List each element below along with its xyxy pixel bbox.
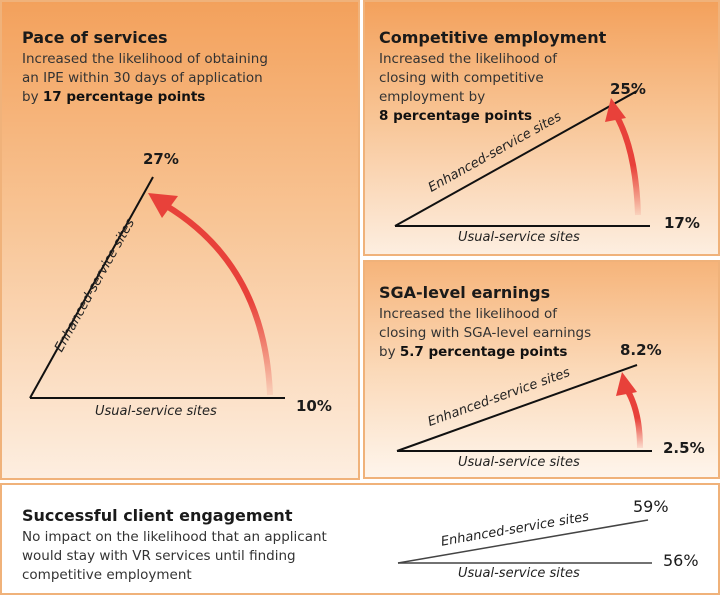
engagement-desc-line: would stay with VR services until findin… <box>22 548 296 564</box>
sga-title: SGA-level earnings <box>379 283 551 302</box>
arrow-icon <box>623 386 643 449</box>
pace-desc-pre: by <box>22 89 43 105</box>
panel-client-engagement <box>0 483 720 595</box>
sga-desc-pre: by <box>379 344 400 360</box>
pace-desc-bold: 17 percentage points <box>42 89 206 105</box>
employment-enhanced-value: 25% <box>610 80 646 98</box>
panel-competitive-employment <box>363 0 720 256</box>
arrow-icon <box>163 202 273 396</box>
enhanced-line-employment <box>394 90 638 227</box>
engagement-usual-label: Usual-service sites <box>458 566 580 581</box>
arrowhead-icon <box>148 193 178 218</box>
enhanced-line-pace <box>29 176 154 399</box>
sga-desc-line: closing with SGA-level earnings <box>379 325 592 341</box>
engagement-desc-line: No impact on the likelihood that an appl… <box>22 529 327 545</box>
pace-desc-line: by 17 percentage points <box>22 88 268 107</box>
employment-title: Competitive employment <box>379 28 607 47</box>
sga-usual-value: 2.5% <box>663 439 705 457</box>
pace-desc-line: Increased the likelihood of obtaining <box>22 51 268 67</box>
employment-desc-line: Increased the likelihood of <box>379 51 558 67</box>
arrow-icon <box>613 113 641 216</box>
arrowhead-icon <box>605 98 626 122</box>
engagement-title: Successful client engagement <box>22 506 293 525</box>
sga-usual-label: Usual-service sites <box>458 455 580 470</box>
pace-enhanced-value: 27% <box>143 150 179 168</box>
sga-description: Increased the likelihood of closing with… <box>379 305 591 362</box>
sga-desc-line: Increased the likelihood of <box>379 306 558 322</box>
engagement-description: No impact on the likelihood that an appl… <box>22 528 327 585</box>
pace-usual-label: Usual-service sites <box>95 404 217 419</box>
pace-desc-line: an IPE within 30 days of application <box>22 70 263 86</box>
pace-title: Pace of services <box>22 28 168 47</box>
enhanced-line-engagement <box>397 519 649 564</box>
arrowhead-icon <box>616 372 637 396</box>
pace-usual-value: 10% <box>296 397 332 415</box>
employment-desc-line: employment by <box>379 89 486 105</box>
enhanced-line-sga <box>396 364 638 452</box>
engagement-enhanced-value: 59% <box>633 497 669 516</box>
panel-pace-of-services <box>0 0 360 480</box>
engagement-usual-value: 56% <box>663 551 699 570</box>
pace-description: Increased the likelihood of obtaining an… <box>22 50 268 107</box>
employment-usual-label: Usual-service sites <box>458 230 580 245</box>
sga-enhanced-value: 8.2% <box>620 341 662 359</box>
employment-usual-value: 17% <box>664 214 700 232</box>
sga-desc-bold: 5.7 percentage points <box>399 344 568 360</box>
engagement-desc-line: competitive employment <box>22 567 192 583</box>
employment-description: Increased the likelihood of closing with… <box>379 50 557 126</box>
employment-desc-line: closing with competitive <box>379 70 544 86</box>
employment-desc-bold: 8 percentage points <box>379 108 533 124</box>
